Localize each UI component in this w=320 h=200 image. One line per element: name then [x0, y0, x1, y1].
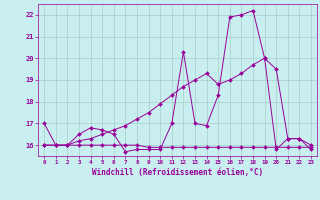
X-axis label: Windchill (Refroidissement éolien,°C): Windchill (Refroidissement éolien,°C)	[92, 168, 263, 177]
